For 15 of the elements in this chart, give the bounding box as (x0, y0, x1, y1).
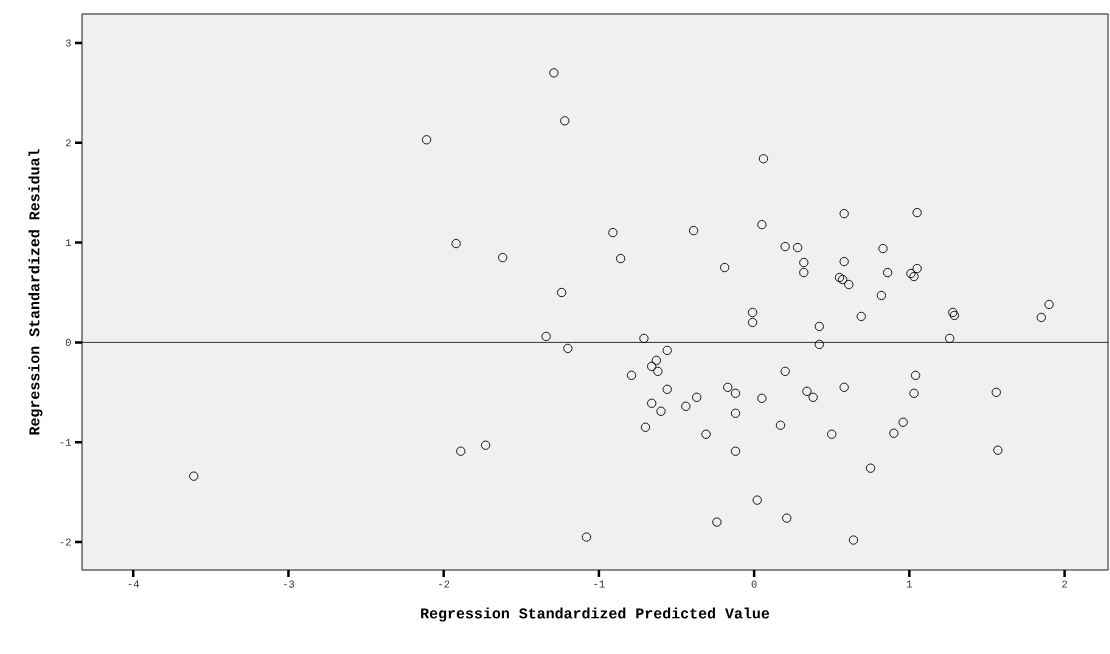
y-tick-label: 0 (65, 338, 71, 346)
x-tick-label: -1 (594, 580, 605, 588)
x-axis-title: Regression Standardized Predicted Value (421, 607, 770, 622)
y-tick-label: -2 (60, 538, 71, 546)
y-axis-title: Regression Standardized Residual (28, 149, 43, 435)
y-tick-label: -1 (60, 438, 71, 446)
y-tick-label: 2 (65, 139, 71, 147)
x-tick-label: -2 (439, 580, 450, 588)
y-tick-label: 1 (65, 239, 71, 247)
x-tick-label: 1 (906, 580, 912, 588)
x-tick-label: 0 (751, 580, 757, 588)
x-tick-label: 2 (1062, 580, 1067, 588)
y-tick-label: 3 (65, 39, 71, 47)
x-tick-label: -4 (128, 580, 139, 588)
x-tick-label: -3 (283, 580, 295, 588)
